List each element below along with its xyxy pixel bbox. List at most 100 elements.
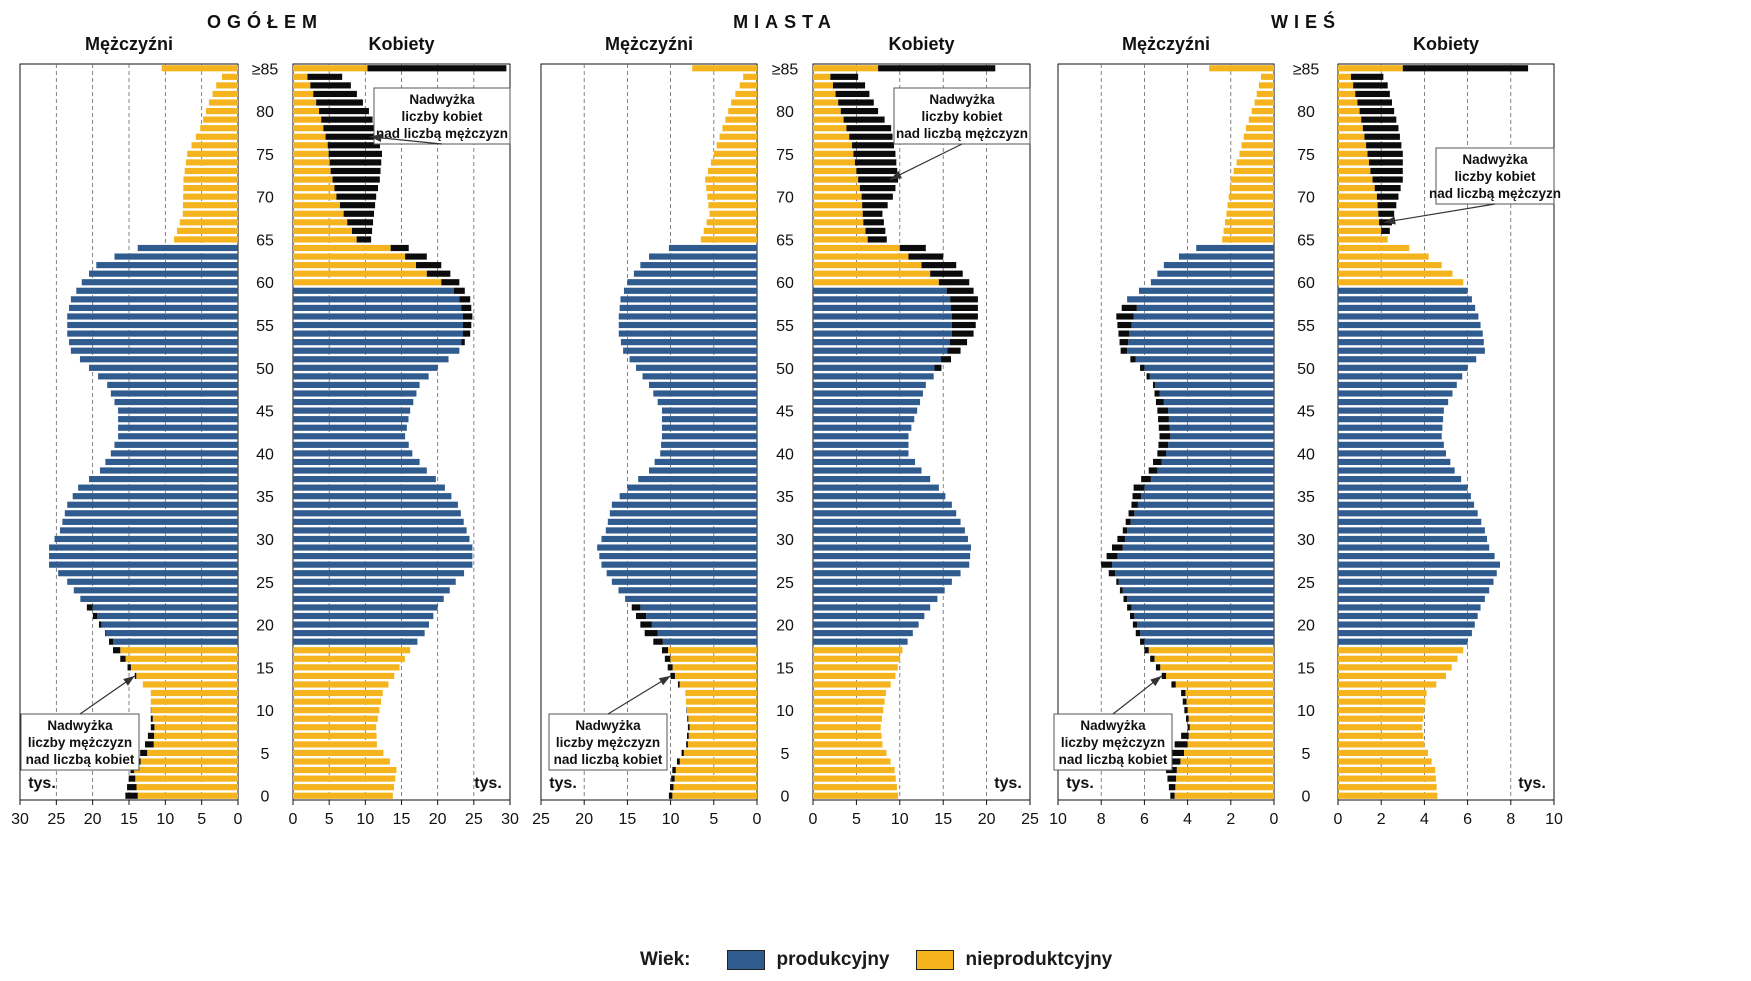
men-bar <box>67 330 238 337</box>
women-surplus-bar <box>461 304 472 311</box>
men-bar <box>1170 433 1274 440</box>
women-bar <box>813 612 925 620</box>
women-surplus-bar <box>1353 82 1388 89</box>
men-bar <box>97 612 238 620</box>
men-surplus-bar <box>1117 321 1132 329</box>
men-bar <box>150 698 238 705</box>
callout-women: Nadwyżka liczby kobiet nad liczbą mężczyzn <box>1383 147 1561 225</box>
pyramid-2: Nadwyżka liczby mężczyzn nad liczbą kobiet… <box>1053 63 1561 805</box>
men-bar <box>140 758 238 765</box>
women-bar <box>293 304 462 311</box>
women-bar <box>1338 90 1356 98</box>
callout-women-arrow <box>370 136 443 145</box>
women-surplus-bar <box>934 364 942 371</box>
women-surplus-bar <box>951 321 976 329</box>
age-label: 0 <box>261 789 270 806</box>
men-bar <box>661 416 757 423</box>
women-bar <box>813 227 866 234</box>
women-bar <box>293 176 333 183</box>
men-bar <box>619 493 757 500</box>
women-bar <box>813 501 952 508</box>
men-bar <box>661 433 757 440</box>
men-bar <box>1157 270 1274 277</box>
women-bar <box>293 792 393 799</box>
callout-men-text: Nadwyżka <box>575 718 641 733</box>
women-bar <box>813 99 839 106</box>
women-bar <box>813 424 912 431</box>
women-surplus-bar <box>862 210 883 217</box>
women-bar <box>1338 749 1428 757</box>
men-bar <box>623 347 757 354</box>
women-bar <box>813 681 891 688</box>
women-bar <box>293 219 348 226</box>
men-bar <box>705 176 757 183</box>
callout-women-text: Nadwyżka <box>1462 152 1528 167</box>
women-surplus-bar <box>1377 202 1397 209</box>
women-bar <box>1338 287 1468 294</box>
men-surplus-bar <box>1148 467 1158 474</box>
women-bar <box>293 133 326 140</box>
men-bar <box>154 732 238 739</box>
women-bar <box>293 65 368 72</box>
men-bar <box>657 630 757 637</box>
women-bar <box>293 433 406 440</box>
callout-men-text: nad liczbą kobiet <box>1059 752 1168 767</box>
women-bar <box>813 553 971 560</box>
men-bar <box>49 544 238 551</box>
men-bar <box>700 236 757 243</box>
women-bar <box>1338 724 1423 731</box>
men-bar <box>1163 262 1274 269</box>
men-surplus-bar <box>1171 681 1176 688</box>
tick-label-men: 10 <box>662 811 680 828</box>
unit-label-women: tys. <box>1518 775 1546 792</box>
women-bar <box>293 535 470 543</box>
women-bar <box>813 167 857 175</box>
men-bar <box>685 689 757 697</box>
men-bar <box>675 766 757 774</box>
men-surplus-bar <box>631 604 641 611</box>
women-bar <box>1338 681 1437 688</box>
women-bar <box>813 373 934 380</box>
callout-women-arrowhead <box>1384 216 1396 225</box>
legend-swatch-productive <box>726 950 765 970</box>
women-bar <box>813 73 831 80</box>
women-bar <box>293 518 464 525</box>
women-bar <box>813 621 919 628</box>
men-bar <box>1133 313 1274 320</box>
women-surplus-bar <box>878 65 996 72</box>
men-bar <box>1137 501 1274 508</box>
men-bar <box>706 219 757 226</box>
age-label: 70 <box>1297 190 1315 207</box>
women-surplus-bar <box>951 304 978 311</box>
men-bar <box>716 142 757 149</box>
callout-men-text: nad liczbą kobiet <box>26 752 135 767</box>
callout-men-text: Nadwyżka <box>47 718 113 733</box>
men-surplus-bar <box>1158 416 1169 423</box>
men-bar <box>1196 244 1274 252</box>
women-bar <box>1338 638 1468 645</box>
women-surplus-bar <box>852 142 895 149</box>
women-surplus-bar <box>861 193 893 200</box>
men-bar <box>1166 672 1274 679</box>
age-label: 65 <box>776 232 794 249</box>
men-surplus-bar <box>664 655 671 662</box>
men-bar <box>200 125 238 132</box>
men-surplus-bar <box>1185 715 1189 722</box>
men-surplus-bar <box>1170 792 1175 799</box>
men-bar <box>649 253 757 260</box>
age-label: 45 <box>776 404 794 421</box>
women-bar <box>293 262 416 269</box>
women-bar <box>813 347 948 354</box>
women-bar <box>1338 766 1436 774</box>
women-bar <box>293 749 384 757</box>
women-surplus-bar <box>1366 142 1402 149</box>
women-bar <box>293 202 341 209</box>
men-bar <box>89 475 239 483</box>
women-bar <box>293 296 460 303</box>
women-frame <box>812 63 1031 801</box>
men-bar <box>1168 416 1274 423</box>
men-bar <box>176 227 238 234</box>
men-bar <box>646 612 757 620</box>
women-surplus-bar <box>938 279 970 286</box>
women-surplus-bar <box>867 236 887 243</box>
